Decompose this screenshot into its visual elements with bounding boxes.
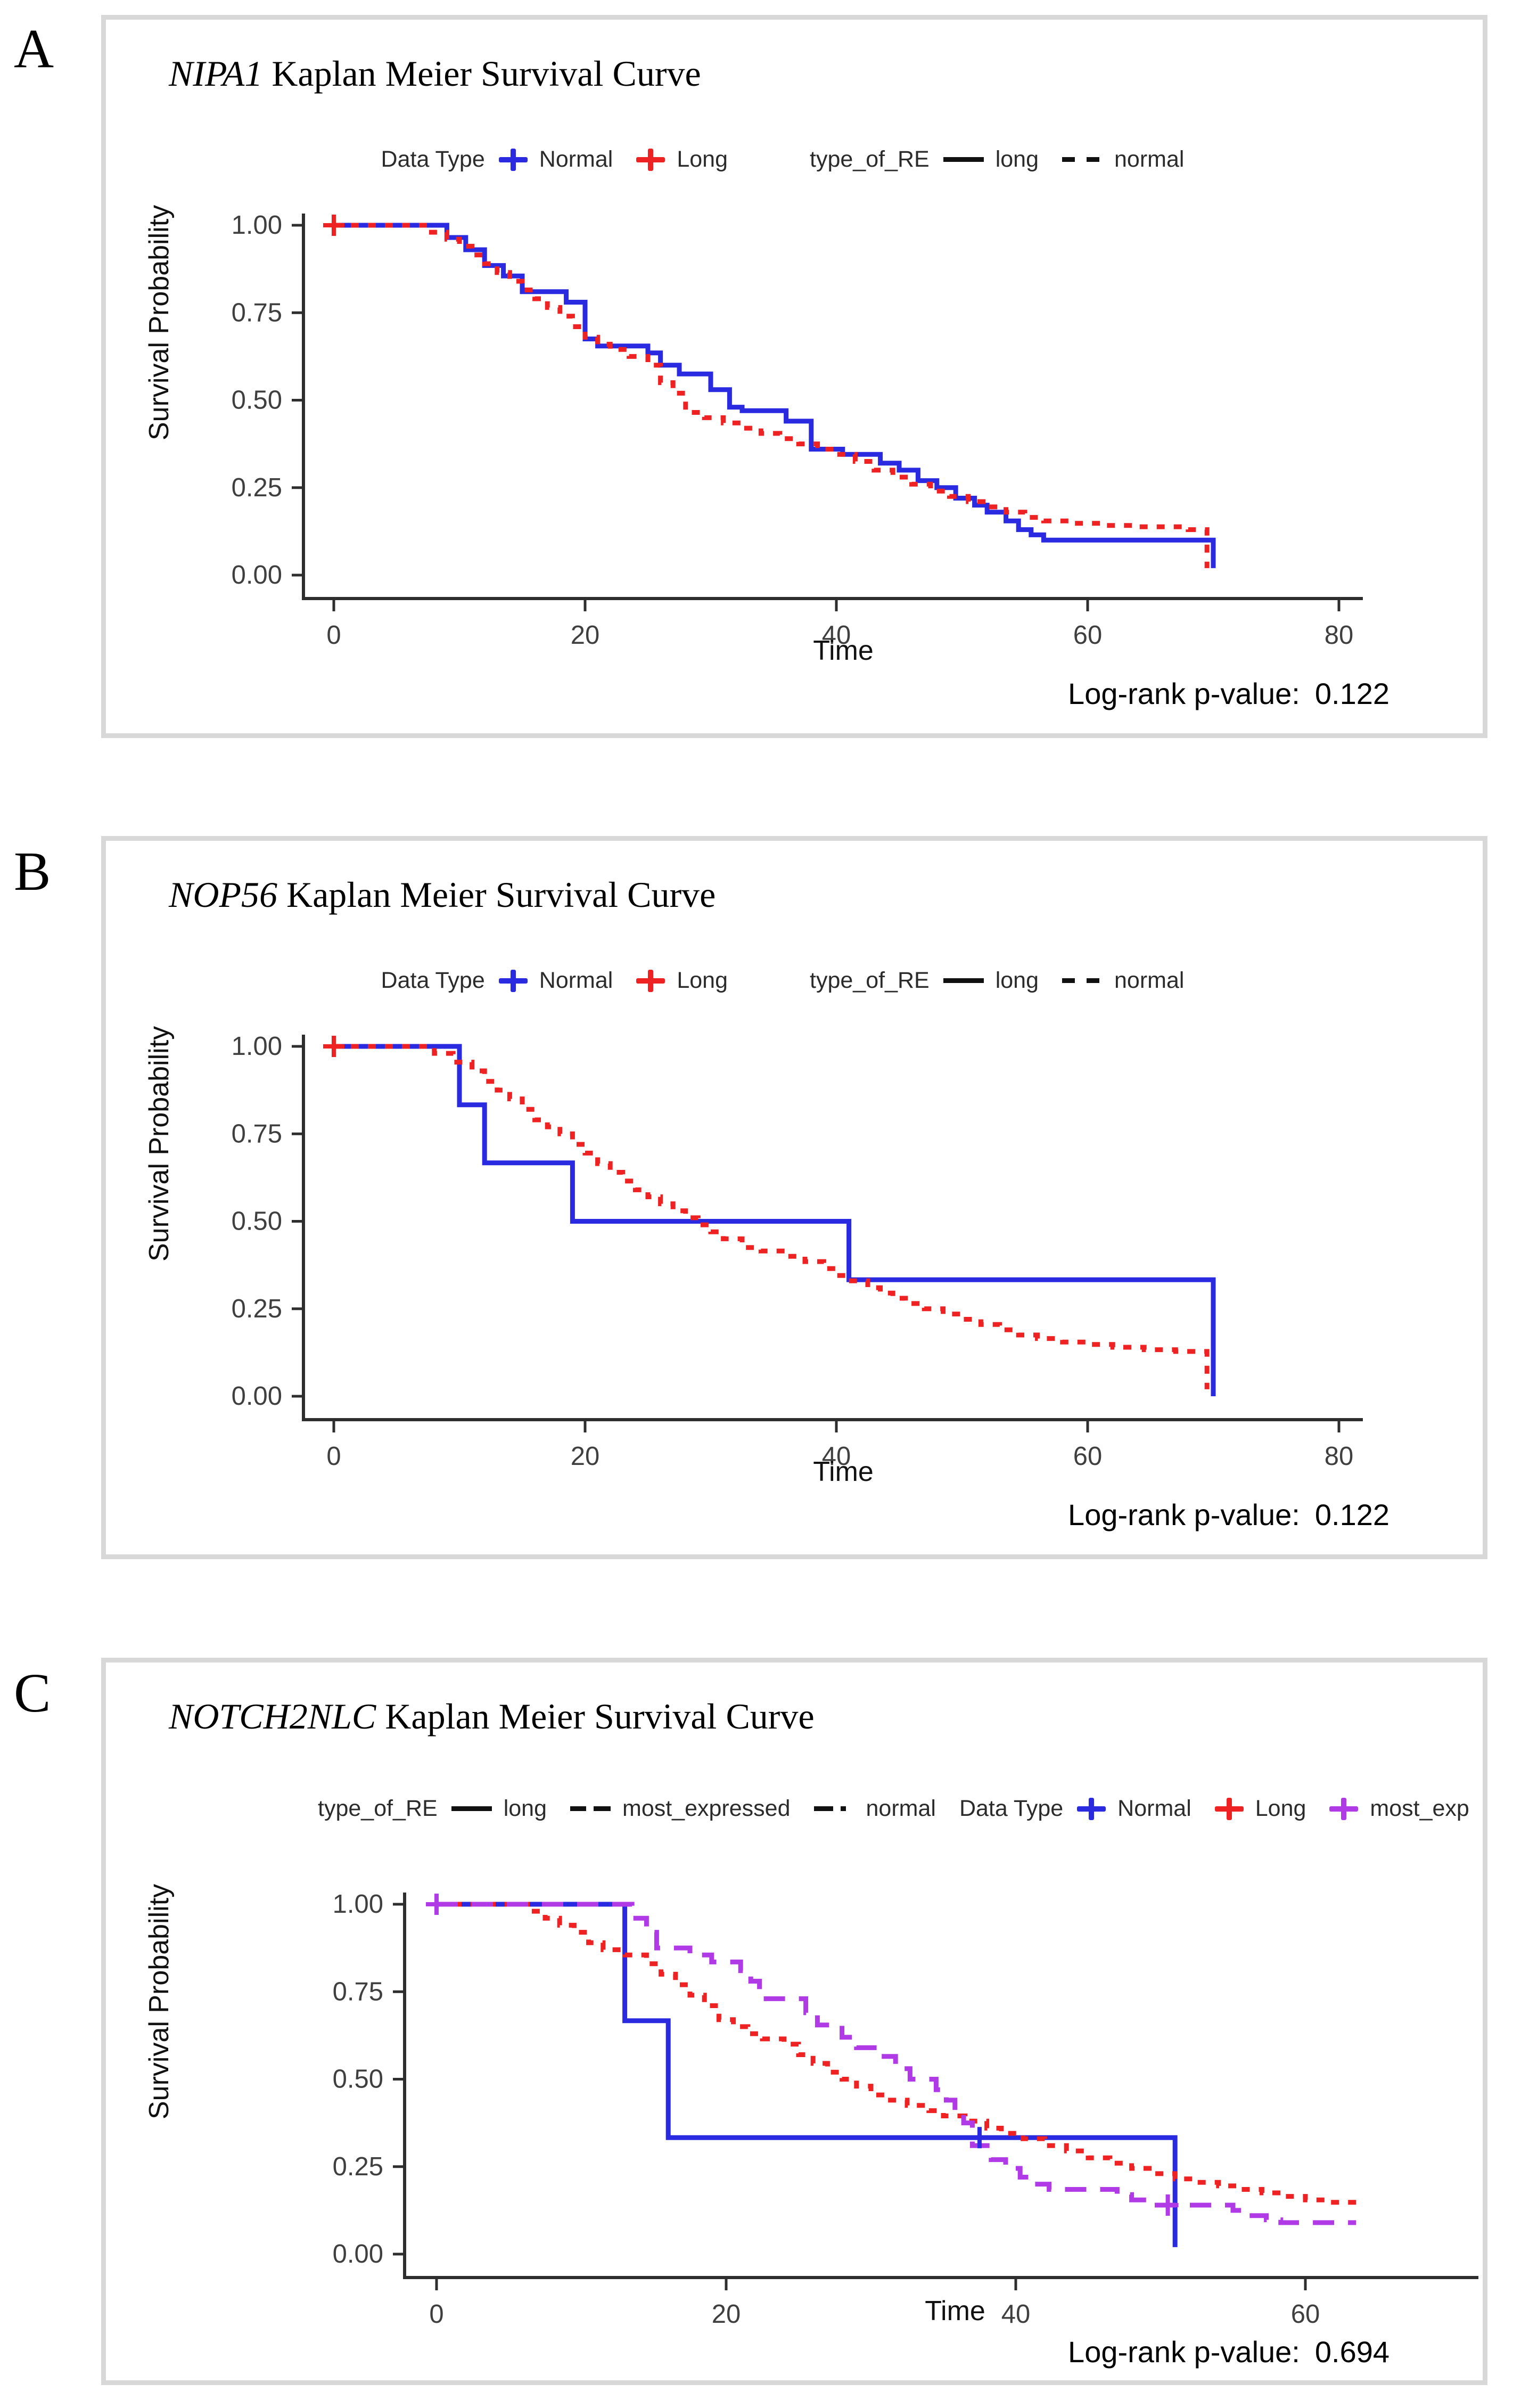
svg-text:0: 0 (429, 2300, 443, 2329)
legend-item-re-normal: normal (1062, 968, 1184, 994)
legend-item-re-long: long (943, 146, 1039, 173)
panel-c-title: NOTCH2NLC Kaplan Meier Survival Curve (169, 1696, 815, 1738)
solid-line-icon (451, 1806, 492, 1811)
svg-text:20: 20 (571, 621, 600, 650)
plus-marker-icon (1329, 1797, 1359, 1821)
dashed-line-icon (1062, 157, 1103, 162)
legend-item-re-normal: normal (1062, 146, 1184, 173)
svg-text:1.00: 1.00 (232, 211, 282, 240)
dashed-line-icon (1062, 978, 1103, 983)
svg-text:0.75: 0.75 (232, 298, 282, 327)
km-plot-c: 0.00 0.25 0.50 0.75 1.00 0 20 40 60 (333, 1890, 1478, 2329)
svg-text:0.00: 0.00 (333, 2240, 383, 2268)
title-rest: Kaplan Meier Survival Curve (277, 874, 716, 915)
legend-group-type-of-re: type_of_RE (810, 968, 930, 993)
title-rest: Kaplan Meier Survival Curve (376, 1696, 815, 1737)
dashed-line-icon (570, 1806, 611, 1811)
legend-item-normal: Normal (498, 968, 613, 994)
legend-group-data-type: Data Type (959, 1796, 1064, 1821)
svg-text:0.25: 0.25 (232, 473, 282, 502)
panel-a-letter: A (14, 18, 54, 79)
svg-text:80: 80 (1325, 621, 1354, 650)
panel-b: NOP56 Kaplan Meier Survival Curve Data T… (101, 836, 1487, 1559)
panel-c: NOTCH2NLC Kaplan Meier Survival Curve ty… (101, 1658, 1487, 2385)
svg-text:0.25: 0.25 (333, 2152, 383, 2181)
legend-item-re-long: long (451, 1796, 547, 1822)
svg-text:1.00: 1.00 (232, 1032, 282, 1061)
svg-text:60: 60 (1073, 1442, 1103, 1471)
legend-item-most-exp: most_exp (1329, 1796, 1469, 1822)
x-axis-label: Time (813, 1456, 874, 1487)
plus-marker-icon (636, 148, 665, 171)
legend-item-long: Long (636, 146, 728, 173)
legend-group-type-of-re: type_of_RE (810, 146, 930, 172)
svg-text:40: 40 (822, 1442, 851, 1471)
svg-text:80: 80 (1325, 1442, 1354, 1471)
legend-item-normal: Normal (498, 146, 613, 173)
solid-line-icon (943, 978, 984, 983)
log-rank-pvalue: Log-rank p-value: 0.122 (1068, 1498, 1389, 1531)
plus-marker-icon (498, 969, 528, 993)
gene-name: NIPA1 (169, 53, 263, 94)
panel-c-legend: type_of_RE long most_expressed normal Da… (106, 1796, 1483, 1822)
panel-a-legend: Data Type Normal Long type_of_RE long no… (106, 146, 1483, 173)
legend-item-long: Long (636, 968, 728, 994)
svg-text:60: 60 (1291, 2300, 1320, 2329)
svg-text:0.75: 0.75 (333, 1977, 383, 2006)
svg-text:0.50: 0.50 (333, 2065, 383, 2094)
svg-text:0: 0 (326, 1442, 341, 1471)
panel-b-title: NOP56 Kaplan Meier Survival Curve (169, 874, 716, 916)
legend-group-type-of-re: type_of_RE (318, 1796, 438, 1821)
svg-text:0.75: 0.75 (232, 1119, 282, 1148)
svg-text:60: 60 (1073, 621, 1103, 650)
x-axis-label: Time (925, 2296, 985, 2327)
panel-a: NIPA1 Kaplan Meier Survival Curve Data T… (101, 15, 1487, 738)
panel-a-title: NIPA1 Kaplan Meier Survival Curve (169, 53, 701, 95)
plus-marker-icon (636, 969, 665, 993)
legend-item-normal: Normal (1077, 1796, 1191, 1822)
x-axis-label: Time (813, 635, 874, 666)
svg-text:0.50: 0.50 (232, 386, 282, 415)
title-rest: Kaplan Meier Survival Curve (262, 53, 701, 94)
solid-line-icon (943, 157, 984, 162)
gene-name: NOTCH2NLC (169, 1696, 376, 1737)
km-plot-b: 0.00 0.25 0.50 0.75 1.00 0 20 40 60 80 (232, 1032, 1363, 1471)
svg-text:20: 20 (571, 1442, 600, 1471)
legend-item-re-most-expressed: most_expressed (570, 1796, 791, 1822)
legend-item-re-normal: normal (813, 1796, 936, 1822)
gene-name: NOP56 (169, 874, 277, 915)
log-rank-pvalue: Log-rank p-value: 0.122 (1068, 677, 1389, 710)
plus-marker-icon (1077, 1797, 1106, 1821)
svg-text:40: 40 (1001, 2300, 1031, 2329)
svg-text:20: 20 (712, 2300, 741, 2329)
dash-dot-line-icon (813, 1806, 854, 1811)
svg-text:0.00: 0.00 (232, 561, 282, 589)
svg-text:0: 0 (326, 621, 341, 650)
log-rank-pvalue: Log-rank p-value: 0.694 (1068, 2335, 1389, 2369)
svg-text:0.00: 0.00 (232, 1382, 282, 1411)
svg-text:0.25: 0.25 (232, 1295, 282, 1323)
km-plot-a: 0.00 0.25 0.50 0.75 1.00 0 20 40 60 80 (232, 211, 1363, 650)
legend-item-re-long: long (943, 968, 1039, 994)
panel-b-legend: Data Type Normal Long type_of_RE long no… (106, 968, 1483, 994)
plus-marker-icon (498, 148, 528, 171)
svg-text:1.00: 1.00 (333, 1890, 383, 1919)
svg-text:0.50: 0.50 (232, 1207, 282, 1236)
panel-c-letter: C (14, 1662, 51, 1724)
svg-text:40: 40 (822, 621, 851, 650)
panel-b-letter: B (14, 841, 51, 902)
legend-group-data-type: Data Type (381, 146, 485, 172)
legend-item-long: Long (1214, 1796, 1306, 1822)
legend-group-data-type: Data Type (381, 968, 485, 993)
plus-marker-icon (1214, 1797, 1244, 1821)
